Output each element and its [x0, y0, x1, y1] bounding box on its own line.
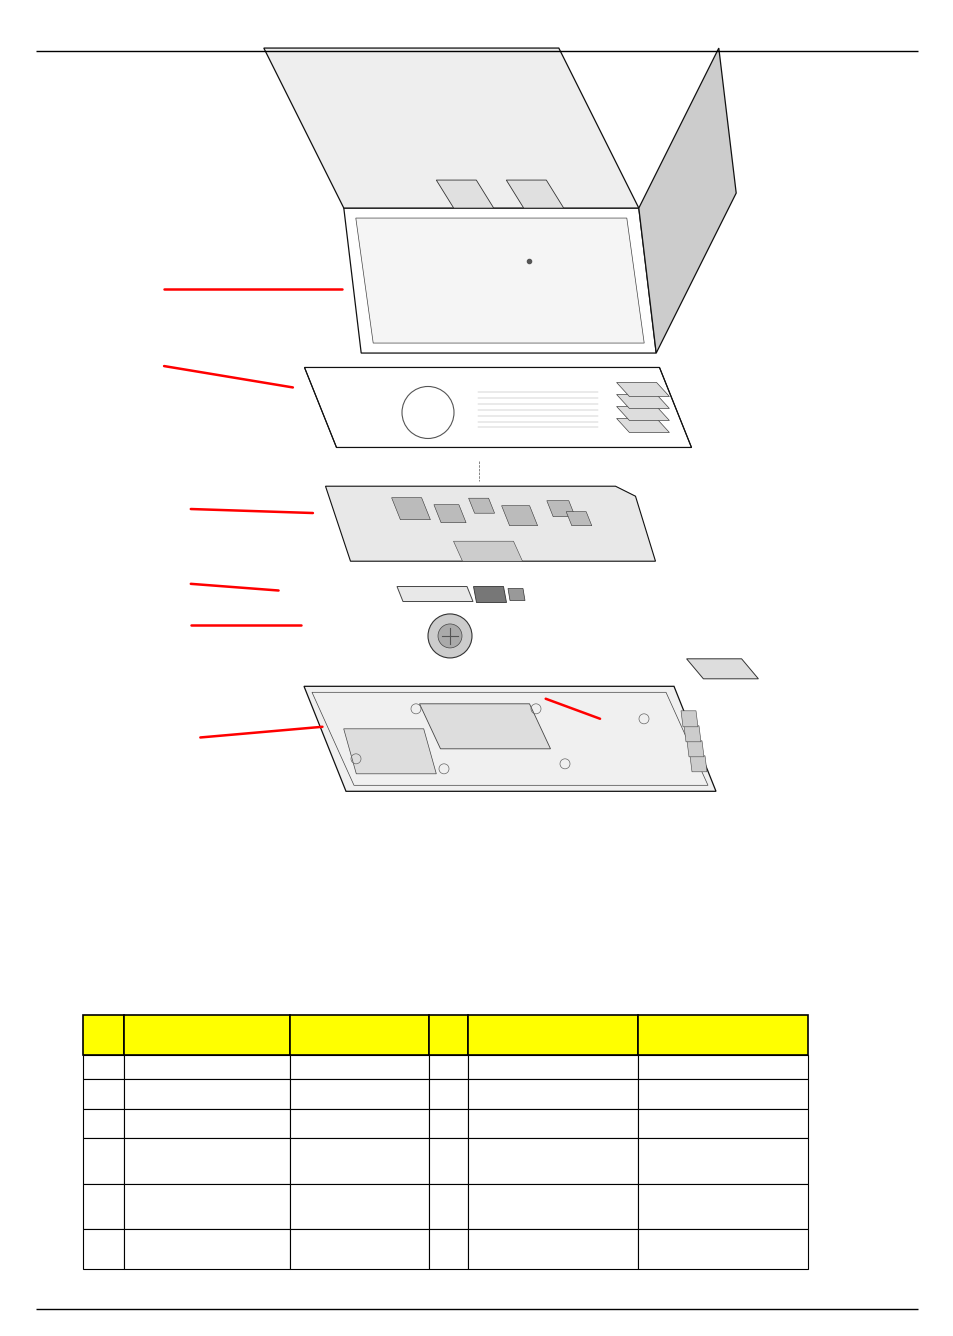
Polygon shape: [686, 740, 703, 756]
Bar: [428, 1229, 468, 1269]
Bar: [83, 1055, 124, 1079]
Bar: [638, 1229, 807, 1269]
Bar: [290, 1015, 428, 1055]
Polygon shape: [453, 541, 522, 561]
Polygon shape: [616, 418, 669, 433]
Bar: [638, 1055, 807, 1079]
Polygon shape: [391, 498, 430, 520]
Polygon shape: [506, 180, 563, 208]
Bar: [290, 1109, 428, 1138]
Polygon shape: [686, 659, 758, 679]
Bar: [83, 1229, 124, 1269]
Bar: [468, 1138, 638, 1184]
Polygon shape: [616, 382, 669, 397]
Polygon shape: [566, 512, 591, 525]
Polygon shape: [436, 180, 494, 208]
Bar: [468, 1015, 638, 1055]
Polygon shape: [501, 506, 537, 525]
Bar: [638, 1109, 807, 1138]
Bar: [124, 1184, 290, 1229]
Polygon shape: [680, 711, 698, 727]
Bar: [124, 1079, 290, 1109]
Polygon shape: [304, 687, 716, 791]
Polygon shape: [396, 587, 473, 601]
Polygon shape: [304, 367, 691, 448]
Bar: [290, 1079, 428, 1109]
Bar: [290, 1138, 428, 1184]
Polygon shape: [683, 725, 700, 741]
Bar: [428, 1079, 468, 1109]
Bar: [468, 1055, 638, 1079]
Bar: [83, 1138, 124, 1184]
Polygon shape: [468, 498, 494, 513]
Bar: [428, 1184, 468, 1229]
Bar: [124, 1055, 290, 1079]
Bar: [83, 1015, 124, 1055]
Circle shape: [428, 615, 472, 657]
Bar: [468, 1109, 638, 1138]
Bar: [638, 1184, 807, 1229]
Polygon shape: [616, 394, 669, 409]
Bar: [468, 1079, 638, 1109]
Bar: [428, 1109, 468, 1138]
Bar: [290, 1184, 428, 1229]
Bar: [124, 1229, 290, 1269]
Bar: [124, 1138, 290, 1184]
Bar: [290, 1229, 428, 1269]
Bar: [124, 1015, 290, 1055]
Bar: [290, 1055, 428, 1079]
Bar: [83, 1079, 124, 1109]
Bar: [468, 1184, 638, 1229]
Bar: [638, 1015, 807, 1055]
Bar: [83, 1109, 124, 1138]
Bar: [124, 1109, 290, 1138]
Polygon shape: [419, 704, 550, 748]
Bar: [638, 1138, 807, 1184]
Polygon shape: [325, 486, 655, 561]
Bar: [83, 1184, 124, 1229]
Polygon shape: [616, 406, 669, 421]
Polygon shape: [689, 756, 706, 772]
Circle shape: [437, 624, 461, 648]
Polygon shape: [264, 48, 639, 208]
Polygon shape: [355, 218, 643, 343]
Polygon shape: [434, 505, 466, 522]
Bar: [428, 1138, 468, 1184]
Bar: [638, 1079, 807, 1109]
Polygon shape: [343, 208, 656, 353]
Polygon shape: [546, 501, 575, 517]
Polygon shape: [507, 589, 524, 600]
Polygon shape: [473, 587, 506, 603]
Polygon shape: [639, 48, 736, 353]
Bar: [428, 1055, 468, 1079]
Bar: [428, 1015, 468, 1055]
Bar: [468, 1229, 638, 1269]
Polygon shape: [343, 729, 436, 774]
